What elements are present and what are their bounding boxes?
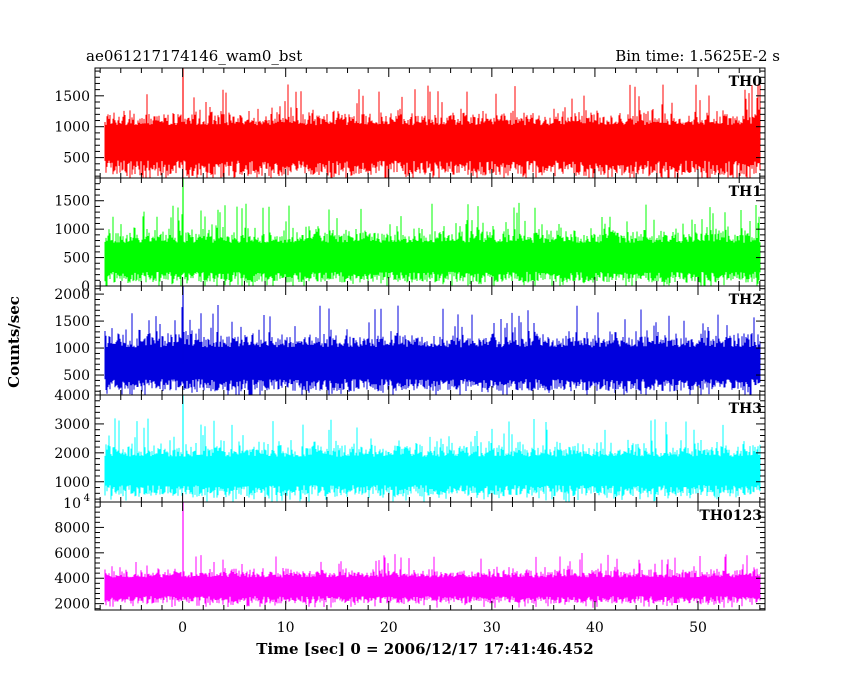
y-tick-label: 2000 bbox=[54, 446, 90, 462]
x-axis-label: Time [sec] 0 = 2006/12/17 17:41:46.452 bbox=[256, 640, 593, 658]
panel-label-th3: TH3 bbox=[729, 401, 762, 417]
y-tick-label: 3000 bbox=[54, 417, 90, 433]
y-tick-label: 2000 bbox=[54, 287, 90, 303]
series-th0 bbox=[104, 84, 761, 178]
x-tick-label: 30 bbox=[483, 620, 501, 636]
panel-th0: 500 1000 1500 TH0 bbox=[54, 67, 766, 179]
y-tick-label: 0 bbox=[81, 279, 90, 295]
panel-th0123: 2000 4000 6000 8000 10 4 TH0123 bbox=[54, 493, 766, 613]
y-tick-label: 4000 bbox=[54, 571, 90, 587]
y-tick-label: 4000 bbox=[54, 388, 90, 404]
y-tick-label: 1500 bbox=[54, 314, 90, 330]
panel-label-th0123: TH0123 bbox=[699, 508, 762, 524]
series-th2 bbox=[104, 305, 761, 395]
y-tick-label: 8000 bbox=[54, 520, 90, 536]
x-tick-label: 50 bbox=[689, 620, 707, 636]
series-th3 bbox=[104, 418, 761, 502]
panels: 500 1000 1500 TH0 0 500 1000 1500 TH1 500 1000 1500… bbox=[54, 67, 766, 613]
y-tick-label: 1500 bbox=[54, 194, 90, 210]
y-tick-label: 500 bbox=[63, 251, 90, 267]
y-tick-label: 1500 bbox=[54, 89, 90, 105]
y-tick-label: 500 bbox=[63, 151, 90, 167]
panel-th3: 1000 2000 3000 4000 TH3 bbox=[54, 388, 766, 503]
x-tick-label: 40 bbox=[586, 620, 604, 636]
y-tick-label: 1000 bbox=[54, 222, 90, 238]
panel-th1: 0 500 1000 1500 TH1 bbox=[54, 177, 766, 295]
y-tick-label-top: 10 bbox=[63, 496, 81, 512]
y-tick-label: 1000 bbox=[54, 341, 90, 357]
panel-th2: 500 1000 1500 2000 TH2 bbox=[54, 285, 766, 396]
y-tick-exponent: 4 bbox=[84, 493, 90, 504]
x-axis: 0 10 20 30 40 50 bbox=[178, 620, 707, 636]
panel-label-th0: TH0 bbox=[729, 74, 763, 90]
series-th1 bbox=[104, 202, 761, 286]
x-tick-label: 0 bbox=[178, 620, 187, 636]
bin-time-label: Bin time: 1.5625E-2 s bbox=[615, 47, 780, 65]
panel-label-th1: TH1 bbox=[729, 184, 762, 200]
y-tick-label: 500 bbox=[63, 368, 90, 384]
x-tick-label: 10 bbox=[277, 620, 295, 636]
x-tick-label: 20 bbox=[380, 620, 398, 636]
y-tick-label: 2000 bbox=[54, 597, 90, 613]
y-tick-label: 6000 bbox=[54, 546, 90, 562]
chart-title: ae061217174146_wam0_bst bbox=[86, 47, 302, 65]
y-axis-label: Counts/sec bbox=[5, 296, 23, 388]
y-tick-label: 1000 bbox=[54, 120, 90, 136]
panel-label-th2: TH2 bbox=[729, 292, 762, 308]
series-th0123 bbox=[104, 553, 761, 608]
y-tick-label: 1000 bbox=[54, 475, 90, 491]
